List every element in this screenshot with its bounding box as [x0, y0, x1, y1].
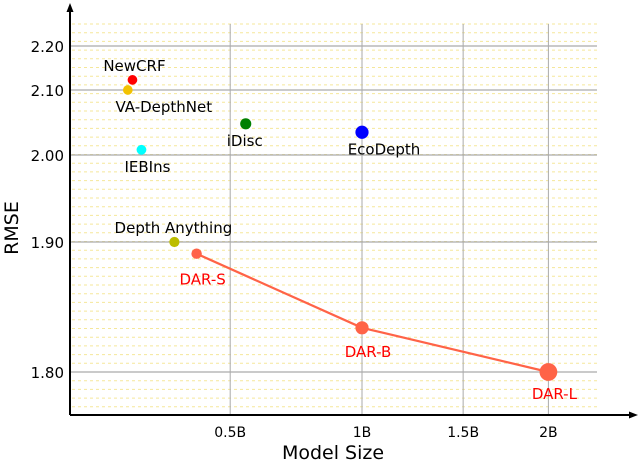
point-idisc: [240, 118, 252, 130]
x-tick-label: 0.5B: [214, 425, 246, 441]
x-axis-arrow: [629, 411, 638, 419]
x-axis-label: Model Size: [282, 442, 384, 462]
label-idisc: iDisc: [227, 132, 263, 150]
label-dar-s: DAR-S: [179, 271, 225, 289]
point-dar-s: [191, 248, 202, 259]
label-va-depthnet: VA-DepthNet: [115, 98, 212, 116]
point-dar-l: [539, 363, 558, 381]
label-iebins: IEBIns: [124, 158, 170, 176]
label-dar-b: DAR-B: [345, 343, 392, 361]
label-depth-anything: Depth Anything: [115, 219, 233, 237]
point-dar-b: [355, 321, 369, 335]
y-tick-label: 1.80: [31, 364, 64, 382]
point-newcrf: [127, 75, 138, 85]
label-ecodepth: EcoDepth: [348, 140, 421, 158]
point-ecodepth: [355, 125, 369, 139]
minor-gridlines: [72, 23, 597, 408]
y-tick-label: 2.10: [31, 82, 64, 100]
major-gridlines: [70, 24, 597, 415]
y-axis-arrow: [66, 3, 74, 12]
y-axis-label: RMSE: [1, 201, 23, 255]
y-tick-label: 2.20: [31, 38, 64, 56]
axes: [66, 3, 638, 419]
y-tick-label: 2.00: [31, 147, 64, 165]
point-depth-anything: [169, 236, 180, 248]
x-tick-label: 1B: [353, 425, 372, 441]
point-iebins: [136, 144, 147, 155]
x-tick-label: 1.5B: [447, 425, 479, 441]
label-dar-l: DAR-L: [532, 385, 578, 403]
y-tick-label: 1.90: [31, 234, 64, 252]
point-va-depthnet: [122, 85, 133, 95]
label-newcrf: NewCRF: [103, 57, 165, 75]
x-tick-label: 2B: [539, 425, 558, 441]
